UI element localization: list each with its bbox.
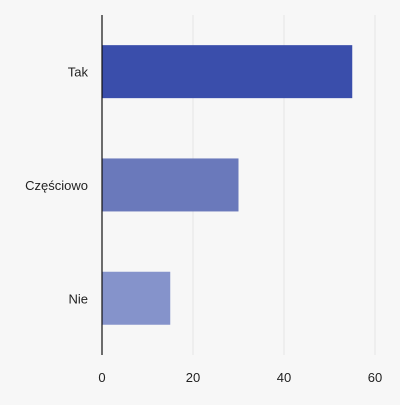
x-tick-label: 40 bbox=[277, 370, 291, 385]
bar-2 bbox=[102, 158, 239, 212]
category-label: Tak bbox=[68, 65, 89, 80]
x-tick-label: 60 bbox=[368, 370, 382, 385]
labels: 0 20 40 60 Tak Częściowo Nie bbox=[25, 65, 382, 385]
bar-1 bbox=[102, 45, 353, 99]
x-tick-label: 20 bbox=[186, 370, 200, 385]
bar-3 bbox=[102, 271, 171, 325]
category-label: Częściowo bbox=[25, 178, 88, 193]
bars bbox=[102, 45, 353, 325]
x-tick-label: 0 bbox=[98, 370, 105, 385]
category-label: Nie bbox=[68, 291, 88, 306]
